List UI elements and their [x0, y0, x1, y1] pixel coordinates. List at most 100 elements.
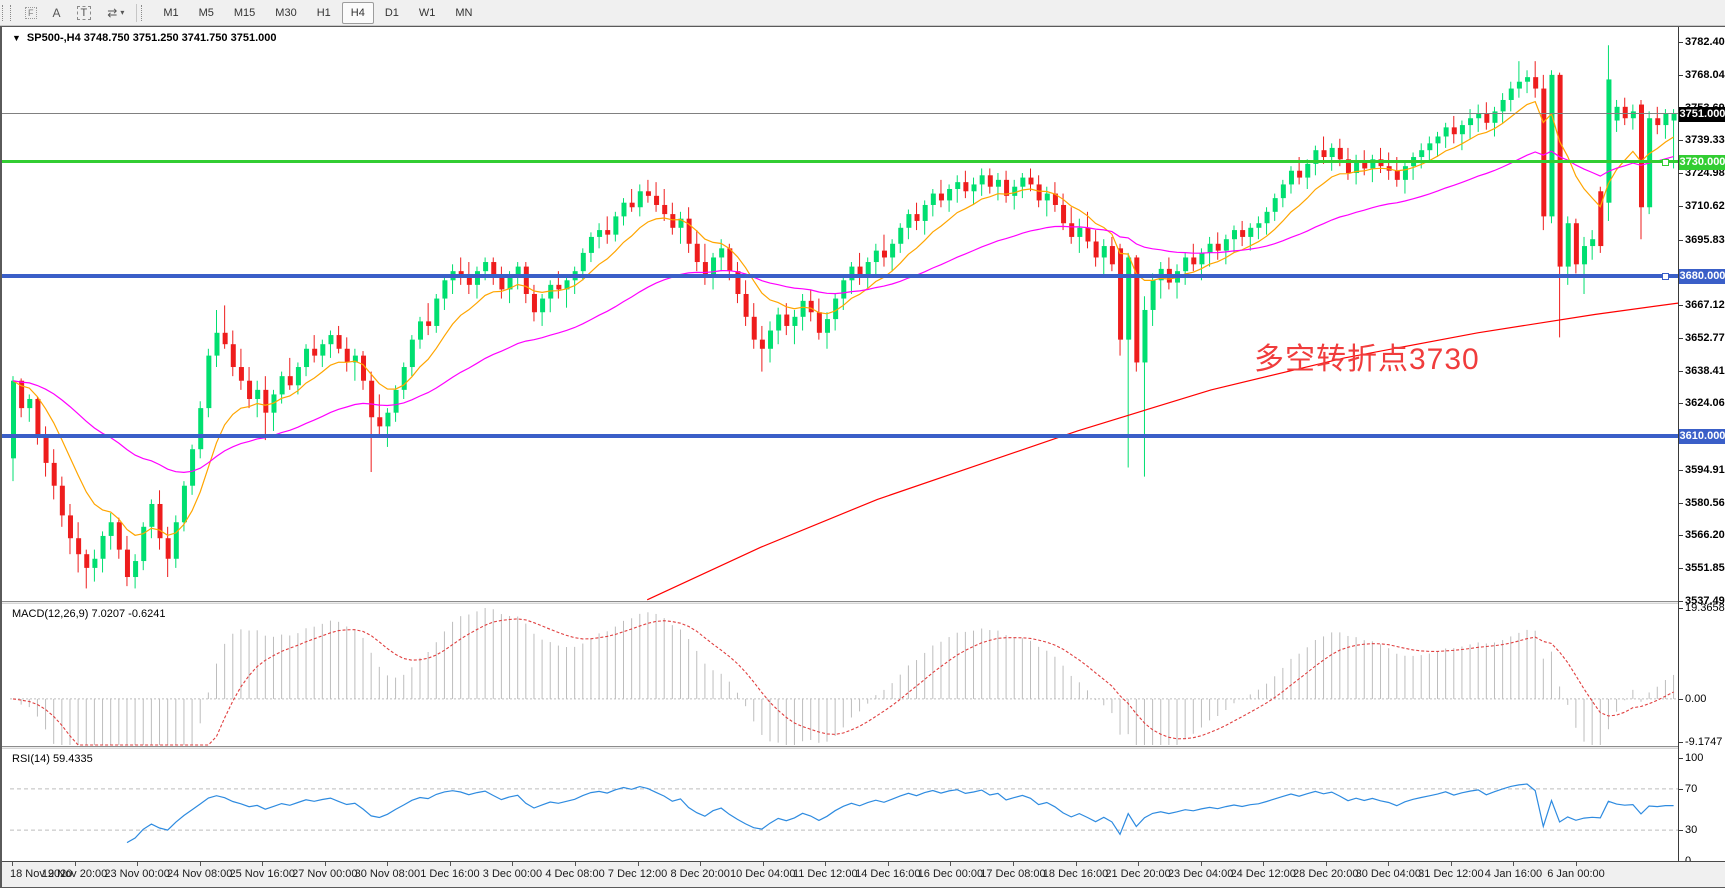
- chart-window: ▼ SP500-,H4 3748.750 3751.250 3741.750 37…: [0, 26, 1725, 888]
- time-tick-mark: [137, 862, 139, 866]
- time-tick-label: 11 Dec 12:00: [792, 868, 858, 880]
- top-toolbar: F A T ⇄ ▾ M1 M5 M15 M30 H1 H4 D1 W1 MN: [0, 0, 1725, 26]
- time-tick-mark: [825, 862, 827, 866]
- price-tick-mark: [1679, 239, 1683, 241]
- price-level-line-3730.000[interactable]: [2, 160, 1678, 164]
- level-anchor-marker[interactable]: [1662, 272, 1669, 280]
- macd-tick-mark: [1679, 608, 1683, 609]
- price-level-label-3751.000: 3751.000: [1679, 106, 1725, 122]
- time-tick-label: 21 Dec 20:00: [1105, 868, 1171, 880]
- timeframe-button-mn[interactable]: MN: [455, 6, 473, 19]
- time-axis[interactable]: 18 Nov 2020 19 Nov 20:00 23 Nov 00:00 24 No…: [2, 861, 1725, 887]
- time-tick-mark: [1200, 862, 1202, 866]
- time-tick-mark: [1012, 862, 1014, 866]
- time-tick-mark: [700, 862, 702, 866]
- panel-splitter-rsi[interactable]: [2, 746, 1678, 749]
- text-label-icon-glyph: T: [76, 5, 92, 20]
- price-tick-label: 3566.205: [1685, 529, 1725, 542]
- time-tick-label: 30 Dec 04:00: [1355, 868, 1422, 880]
- time-tick-mark: [887, 862, 889, 866]
- price-tick-mark: [1679, 140, 1683, 142]
- time-tick-mark: [1388, 862, 1390, 866]
- price-tick-mark: [1679, 205, 1683, 207]
- rsi-tick-label: 30: [1685, 824, 1698, 837]
- price-tick-mark: [1679, 42, 1683, 43]
- price-axis[interactable]: 3751.000 3730.000 3680.000 3610.000 3782.400…: [1678, 27, 1725, 867]
- anchor-grid-icon-glyph: F: [25, 6, 37, 19]
- timeframe-grip[interactable]: [141, 4, 147, 21]
- time-tick-mark: [449, 862, 451, 866]
- time-tick-label: 23 Dec 04:00: [1167, 868, 1234, 880]
- price-tick-mark: [1679, 337, 1683, 339]
- price-level-line-3751.000[interactable]: [2, 113, 1678, 115]
- time-tick-mark: [199, 862, 201, 866]
- price-tick-label: 3551.850: [1685, 562, 1725, 575]
- rsi-panel-canvas[interactable]: [2, 749, 1678, 861]
- anchor-grid-icon[interactable]: F: [18, 2, 44, 24]
- time-tick-mark: [512, 862, 514, 866]
- timeframe-button-d1[interactable]: D1: [384, 6, 399, 19]
- text-annotation-icon[interactable]: A: [46, 2, 68, 24]
- price-tick-label: 3739.335: [1685, 134, 1725, 147]
- price-level-line-3610.000[interactable]: [2, 433, 1678, 438]
- rsi-tick-label: 100: [1685, 752, 1704, 764]
- time-tick-mark: [387, 862, 389, 866]
- price-tick-label: 3710.625: [1685, 199, 1725, 212]
- time-tick-label: 4 Dec 08:00: [545, 868, 605, 880]
- price-tick-label: 3638.415: [1685, 364, 1725, 377]
- rsi-tick-mark: [1679, 830, 1683, 832]
- timeframe-button-m30[interactable]: M30: [275, 6, 297, 19]
- main-chart-canvas[interactable]: [2, 27, 1678, 601]
- rsi-tick-label: 70: [1685, 782, 1698, 795]
- time-tick-mark: [1138, 862, 1140, 866]
- price-tick-mark: [1679, 535, 1683, 537]
- timeframe-button-m5[interactable]: M5: [198, 6, 214, 19]
- price-tick-mark: [1679, 568, 1683, 570]
- time-tick-label: 1 Dec 16:00: [420, 868, 480, 880]
- price-tick-label: 3537.495: [1685, 595, 1725, 607]
- price-tick-mark: [1679, 601, 1683, 602]
- collapse-triangle-icon[interactable]: ▼: [12, 33, 21, 43]
- timeframe-button-h1[interactable]: H1: [316, 6, 331, 19]
- timeframe-button-m1[interactable]: M1: [163, 6, 179, 19]
- level-anchor-marker[interactable]: [1662, 158, 1669, 166]
- timeframe-button-w1[interactable]: W1: [418, 6, 436, 19]
- time-tick-label: 28 Dec 20:00: [1293, 868, 1359, 880]
- rsi-label: RSI(14) 59.4335: [12, 753, 93, 765]
- time-tick-mark: [74, 862, 76, 866]
- timeframe-button-h4[interactable]: H4: [341, 1, 374, 24]
- price-tick-label: 3695.835: [1685, 233, 1725, 246]
- time-tick-mark: [1325, 862, 1327, 866]
- macd-tick-mark: [1679, 698, 1683, 700]
- text-label-icon[interactable]: T: [70, 2, 99, 24]
- time-tick-label: 4 Jan 16:00: [1484, 868, 1543, 880]
- time-tick-label: 17 Dec 08:00: [980, 868, 1046, 880]
- time-tick-mark: [637, 862, 639, 866]
- panel-splitter-macd[interactable]: [2, 601, 1678, 604]
- price-tick-label: 3768.045: [1685, 68, 1725, 81]
- time-tick-label: 3 Dec 00:00: [482, 868, 543, 880]
- toolbar-grip[interactable]: [2, 4, 11, 21]
- time-tick-mark: [1576, 862, 1577, 866]
- chart-annotation-text[interactable]: 多空转折点3730: [1254, 343, 1480, 376]
- time-tick-label: 16 Dec 00:00: [917, 868, 984, 880]
- price-tick-mark: [1679, 370, 1683, 372]
- time-tick-label: 7 Dec 12:00: [607, 868, 668, 880]
- time-tick-label: 24 Nov 08:00: [166, 868, 233, 880]
- price-level-line-3680.000[interactable]: [2, 273, 1678, 278]
- time-tick-mark: [1263, 862, 1265, 866]
- time-tick-mark: [575, 862, 577, 866]
- macd-tick-label: 0.00: [1685, 692, 1707, 705]
- time-tick-label: 23 Nov 00:00: [104, 868, 170, 880]
- price-tick-mark: [1679, 173, 1683, 175]
- timeframe-button-m15[interactable]: M15: [233, 6, 256, 19]
- time-tick-label: 8 Dec 20:00: [670, 868, 730, 880]
- price-tick-mark: [1679, 74, 1683, 76]
- time-tick-label: 18 Dec 16:00: [1042, 868, 1109, 880]
- rsi-tick-mark: [1679, 758, 1683, 759]
- macd-panel-canvas[interactable]: [2, 604, 1678, 746]
- time-tick-mark: [950, 862, 952, 866]
- time-tick-label: 30 Nov 08:00: [354, 868, 421, 880]
- object-arrange-icon[interactable]: ⇄ ▾: [100, 2, 131, 24]
- macd-tick-mark: [1679, 742, 1683, 743]
